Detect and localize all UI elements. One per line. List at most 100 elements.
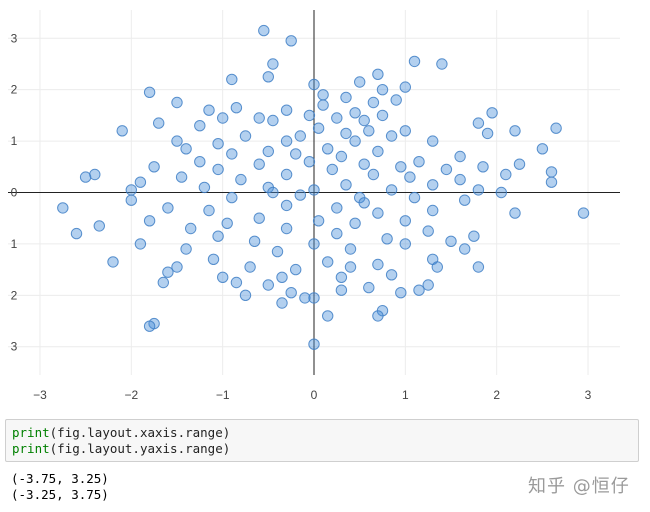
scatter-point	[354, 76, 366, 88]
scatter-point	[472, 261, 485, 273]
scatter-point	[431, 261, 443, 273]
scatter-point	[413, 284, 425, 296]
scatter-point	[422, 279, 434, 291]
scatter-point	[545, 166, 558, 178]
scatter-point	[276, 271, 288, 283]
scatter-point	[340, 91, 352, 104]
output-line-1: (-3.75, 3.25)	[11, 471, 109, 486]
scatter-point	[239, 130, 252, 142]
scatter-point	[294, 130, 306, 142]
scatter-point	[162, 266, 174, 278]
scatter-point	[372, 207, 384, 219]
scatter-point	[280, 199, 293, 212]
scatter-point	[303, 156, 316, 168]
scatter-point	[367, 96, 380, 109]
scatter-point	[134, 176, 147, 188]
scatter-point	[427, 204, 439, 217]
x-tick-label: 3	[585, 388, 592, 402]
code-input-cell[interactable]: print(fig.layout.xaxis.range) print(fig.…	[5, 419, 639, 462]
scatter-point	[175, 171, 188, 183]
scatter-point	[262, 71, 274, 83]
scatter-point	[385, 130, 398, 142]
scatter-point	[303, 109, 316, 122]
y-tick-label: 1	[11, 134, 18, 148]
zero-axes	[8, 10, 620, 375]
scatter-point	[385, 184, 398, 196]
y-tick-label: 2	[11, 288, 18, 302]
x-tick-label: −1	[216, 388, 230, 402]
scatter-point	[335, 150, 348, 163]
y-tick-label: 0	[11, 186, 18, 200]
scatter-point	[472, 184, 485, 196]
scatter-point	[280, 168, 293, 181]
scatter-point	[290, 148, 302, 160]
x-tick-label: −3	[33, 388, 47, 402]
scatter-point	[395, 161, 407, 173]
scatter-point	[217, 112, 229, 124]
scatter-point	[335, 271, 348, 283]
scatter-point	[395, 287, 407, 299]
scatter-point	[212, 163, 224, 176]
scatter-point	[385, 269, 398, 281]
code-keyword: print	[12, 441, 50, 456]
cell-output: (-3.75, 3.25) (-3.25, 3.75)	[11, 471, 109, 503]
scatter-point	[267, 58, 279, 70]
scatter-point	[290, 263, 302, 276]
scatter-point	[427, 135, 439, 147]
scatter-point	[143, 215, 156, 227]
scatter-point	[358, 158, 370, 170]
scatter-point	[143, 320, 156, 332]
scatter-point	[294, 189, 306, 201]
scatter-point	[198, 181, 211, 194]
scatter-point	[107, 256, 119, 268]
scatter-point	[217, 271, 229, 283]
scatter-point	[340, 179, 352, 191]
scatter-point	[57, 202, 69, 214]
scatter-point	[125, 194, 138, 206]
scatter-point	[207, 253, 220, 265]
scatter-point	[185, 222, 197, 235]
scatter-point	[349, 217, 361, 230]
scatter-point	[372, 310, 384, 322]
scatter-point	[344, 261, 357, 273]
scatter-point	[299, 292, 311, 304]
scatter-point	[477, 161, 489, 173]
scatter-point	[322, 143, 334, 155]
scatter-point	[253, 212, 265, 224]
scatter-point	[486, 107, 498, 119]
scatter-point	[372, 68, 384, 81]
y-tick-labels: 3 2 1 0 1 2 3	[11, 31, 18, 353]
scatter-point	[244, 261, 256, 273]
scatter-point	[322, 256, 334, 268]
scatter-point	[399, 215, 411, 227]
scatter-point	[271, 245, 284, 258]
scatter-point	[134, 238, 147, 250]
scatter-point	[171, 96, 183, 109]
scatter-point	[153, 117, 165, 129]
scatter-point	[468, 230, 480, 242]
scatter-point	[550, 122, 562, 134]
scatter-point	[93, 220, 106, 232]
scatter-point	[408, 191, 421, 204]
y-tick-label: 3	[11, 340, 18, 354]
scatter-point	[262, 145, 274, 158]
scatter-point	[171, 261, 183, 273]
scatter-point	[509, 125, 521, 137]
code-keyword: print	[12, 425, 50, 440]
scatter-point	[253, 158, 265, 170]
scatter-point	[445, 235, 457, 248]
scatter-point	[509, 207, 521, 219]
x-tick-label: 0	[311, 388, 318, 402]
scatter-point	[349, 135, 361, 147]
y-tick-label: 3	[11, 31, 18, 45]
scatter-point	[454, 150, 466, 163]
scatter-point	[280, 104, 293, 116]
scatter-point	[285, 35, 297, 47]
code-text: (fig.layout.xaxis.range)	[49, 425, 231, 440]
scatter-point	[322, 310, 334, 322]
scatter-point	[363, 281, 375, 294]
scatter-point	[344, 243, 357, 255]
scatter-point	[376, 84, 389, 96]
scatter-point	[308, 338, 320, 350]
scatter-point	[436, 58, 448, 70]
